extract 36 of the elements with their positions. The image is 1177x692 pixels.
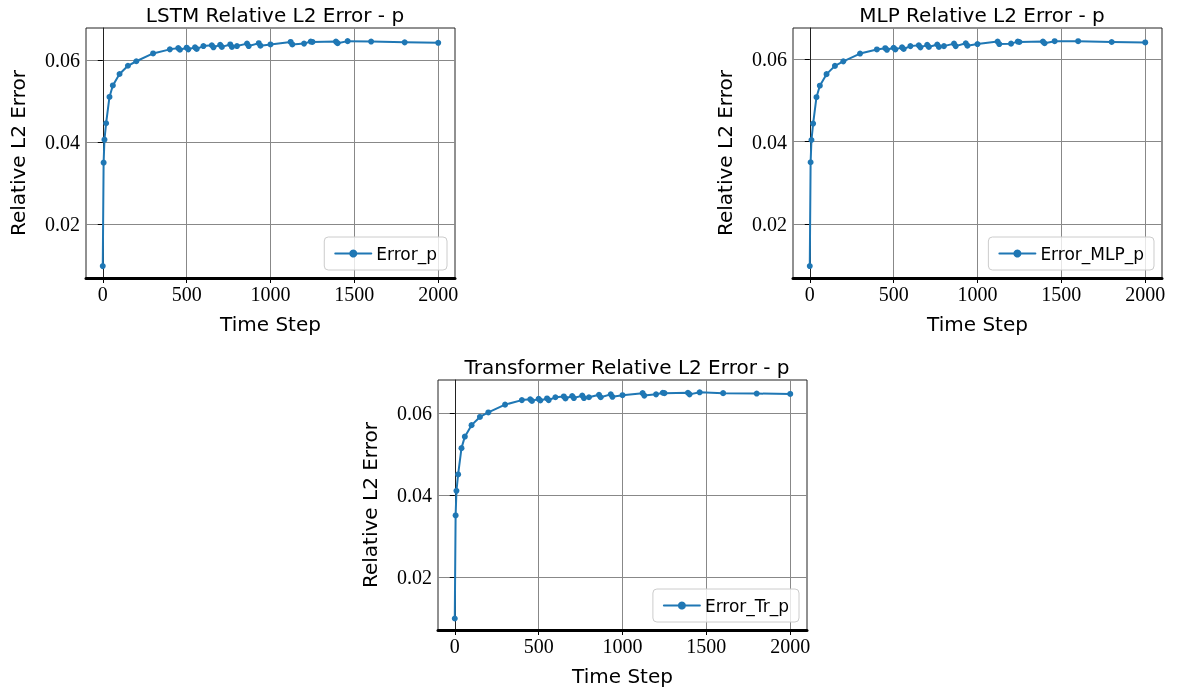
y-axis-title: Relative L2 Error [713, 69, 737, 236]
x-tick-label: 1500 [1041, 283, 1082, 305]
legend-label: Error_Tr_p [704, 595, 790, 617]
x-axis-title: Time Step [219, 312, 321, 336]
y-tick-label: 0.04 [397, 483, 432, 506]
chart-title: Transformer Relative L2 Error - p [463, 355, 790, 379]
x-tick-label: 500 [171, 283, 202, 305]
y-axis-title: Relative L2 Error [6, 69, 30, 236]
y-axis-title: Relative L2 Error [358, 421, 382, 588]
x-tick-label: 1500 [686, 635, 727, 657]
x-tick-label: 1000 [602, 635, 643, 657]
y-tick-label: 0.02 [752, 213, 787, 236]
x-tick-label: 1000 [957, 283, 998, 305]
y-tick-label: 0.06 [397, 401, 432, 424]
x-tick-label: 500 [878, 283, 909, 305]
y-tick-label: 0.06 [45, 49, 80, 72]
y-tick-label: 0.02 [45, 213, 80, 236]
y-tick-label: 0.06 [752, 48, 787, 71]
legend-label: Error_p [376, 243, 438, 265]
x-tick-label: 1500 [334, 283, 375, 305]
x-tick-label: 2000 [1125, 283, 1166, 305]
chart-title: LSTM Relative L2 Error - p [145, 3, 405, 27]
y-tick-label: 0.04 [752, 130, 787, 153]
y-tick-label: 0.02 [397, 566, 432, 589]
x-tick-label: 1000 [250, 283, 291, 305]
chart-title: MLP Relative L2 Error - p [859, 3, 1105, 27]
x-tick-label: 500 [523, 635, 554, 657]
x-tick-label: 0 [804, 283, 815, 305]
x-axis-title: Time Step [926, 312, 1028, 336]
x-tick-label: 0 [449, 635, 460, 657]
x-tick-label: 0 [97, 283, 108, 305]
x-tick-label: 2000 [770, 635, 811, 657]
legend-label: Error_MLP_p [1040, 243, 1145, 265]
x-tick-label: 2000 [418, 283, 459, 305]
y-tick-label: 0.04 [45, 131, 80, 154]
x-axis-title: Time Step [571, 664, 673, 688]
